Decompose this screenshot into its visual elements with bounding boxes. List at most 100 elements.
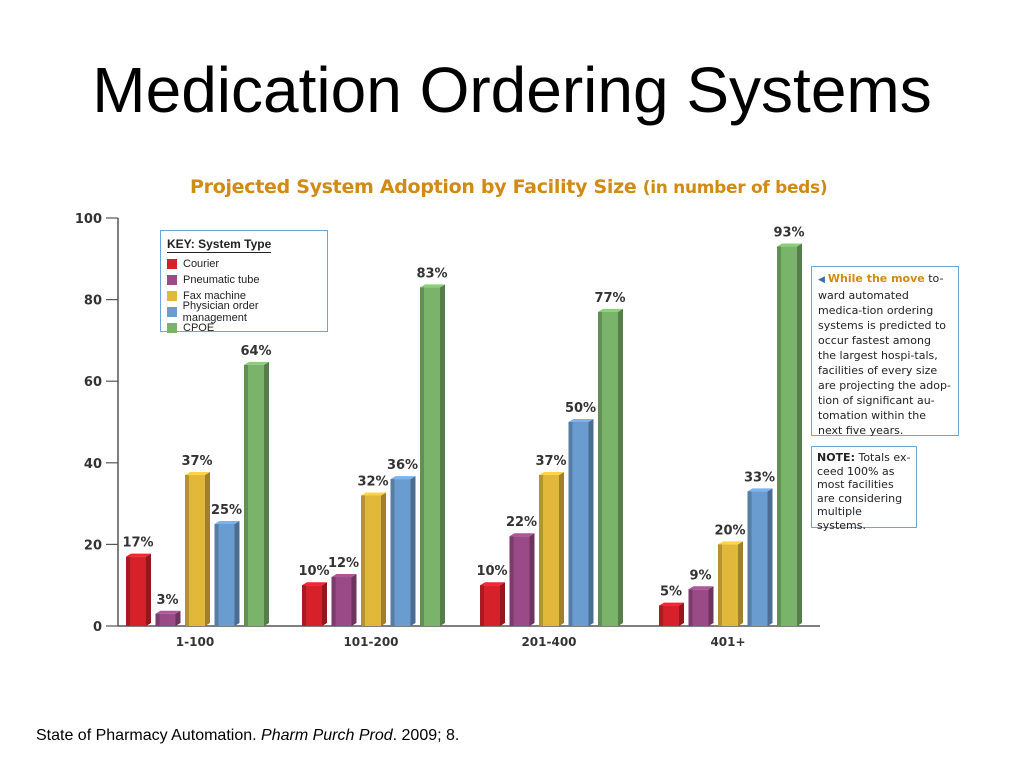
data-label: 36%	[387, 458, 418, 473]
legend-label: Courier	[183, 258, 220, 270]
bar-courier	[126, 556, 146, 626]
citation: State of Pharmacy Automation. Pharm Purc…	[36, 727, 459, 745]
bar-courier	[480, 585, 500, 626]
legend-item: Physician order management	[167, 300, 321, 324]
legend-label: Physician order management	[182, 300, 259, 324]
bar-top	[420, 284, 445, 288]
chart-title-sub: (in number of beds)	[642, 178, 828, 198]
bar-top	[539, 472, 564, 476]
bar-edge	[598, 311, 602, 626]
bar-edge	[659, 605, 663, 626]
bar-edge	[390, 479, 395, 626]
bar-side	[234, 521, 240, 626]
note-totals-lead: NOTE:	[817, 451, 855, 464]
legend-item: CPOE	[167, 320, 321, 336]
bar-edge	[509, 536, 514, 626]
bar-cpoe	[420, 287, 440, 626]
bar-physician-order-management	[747, 491, 768, 626]
legend-swatch	[167, 323, 177, 333]
data-label: 10%	[476, 564, 507, 579]
data-label: 64%	[240, 344, 271, 359]
legend-label: Fax machine	[183, 290, 246, 302]
note-trend-lead: While the move	[827, 272, 925, 285]
bar-courier	[659, 605, 679, 626]
legend-swatch	[167, 291, 177, 301]
bar-cpoe	[244, 364, 264, 626]
legend-swatch	[167, 307, 177, 317]
legend: KEY: System Type Courier Pneumatic tube Fa…	[160, 230, 328, 334]
legend-title: KEY: System Type	[167, 237, 272, 253]
bar-edge	[244, 364, 248, 626]
legend-label: CPOE	[183, 322, 215, 334]
data-label: 77%	[594, 291, 625, 306]
bar-side	[679, 602, 684, 626]
bar-top	[688, 586, 714, 590]
chart-title: Projected System Adoption by Facility Si…	[190, 176, 828, 198]
bar-physician-order-management	[214, 524, 235, 626]
bar-edge	[155, 613, 160, 626]
citation-year: . 2009; 8.	[392, 727, 460, 744]
y-tick-label: 40	[84, 457, 102, 472]
annotation-note-totals: NOTE: Totals ex-ceed 100% as most facili…	[811, 446, 917, 532]
bar-side	[264, 361, 269, 626]
slide-title: Medication Ordering Systems	[92, 54, 932, 126]
bar-pneumatic-tube	[688, 589, 709, 626]
data-label: 83%	[416, 266, 447, 281]
data-label: 32%	[357, 474, 388, 489]
bar-top	[302, 582, 327, 586]
data-label: 50%	[565, 401, 596, 416]
bar-top	[126, 553, 151, 557]
bar-edge	[361, 495, 365, 626]
bar-top	[659, 602, 684, 606]
bar-side	[410, 476, 416, 626]
bar-top	[244, 361, 269, 365]
data-label: 5%	[660, 585, 682, 600]
bar-side	[322, 582, 327, 626]
bar-edge	[185, 475, 189, 626]
annotation-note-trend: ◀ While the move to-ward automated medica…	[811, 266, 959, 437]
x-tick-label: 101-200	[343, 635, 398, 649]
bar-top	[777, 243, 802, 247]
bar-edge	[126, 556, 130, 626]
citation-journal: Pharm Purch Prod	[261, 727, 393, 744]
bar-physician-order-management	[568, 422, 589, 626]
data-label: 12%	[328, 556, 359, 571]
legend-item: Courier	[167, 256, 321, 272]
data-label: 20%	[714, 523, 745, 538]
bar-fax-machine	[539, 475, 559, 626]
bar-side	[146, 553, 151, 626]
bar-edge	[302, 585, 306, 626]
bar-side	[797, 243, 802, 626]
data-label: 37%	[535, 454, 566, 469]
legend-label: Pneumatic tube	[183, 274, 260, 286]
bar-top	[331, 574, 357, 578]
bar-side	[500, 582, 505, 626]
bar-pneumatic-tube	[509, 536, 530, 626]
bar-pneumatic-tube	[331, 577, 352, 626]
bar-edge	[777, 246, 781, 626]
bar-edge	[568, 422, 573, 626]
bar-top	[718, 541, 743, 545]
note-trend-body: to-ward automated medica-tion ordering s…	[818, 272, 951, 437]
arrow-left-icon: ◀	[818, 275, 825, 285]
bar-top	[598, 308, 623, 312]
chart-title-main: Projected System Adoption by Facility Si…	[190, 176, 637, 198]
x-tick-label: 1-100	[176, 635, 214, 649]
bar-side	[440, 284, 445, 626]
x-tick-label: 401+	[710, 635, 745, 649]
y-tick-label: 0	[93, 620, 102, 635]
bar-side	[708, 586, 714, 626]
note-totals-body: Totals ex-ceed 100% as most facilities a…	[817, 451, 911, 532]
bar-cpoe	[598, 311, 618, 626]
legend-item: Fax machine	[167, 288, 321, 304]
y-tick-label: 80	[84, 294, 102, 309]
bar-edge	[747, 491, 752, 626]
bar-edge	[539, 475, 543, 626]
data-label: 93%	[773, 226, 804, 241]
legend-swatch	[167, 259, 177, 269]
bar-top	[185, 472, 210, 476]
bar-side	[529, 533, 535, 626]
data-label: 17%	[122, 536, 153, 551]
bar-cpoe	[777, 246, 797, 626]
